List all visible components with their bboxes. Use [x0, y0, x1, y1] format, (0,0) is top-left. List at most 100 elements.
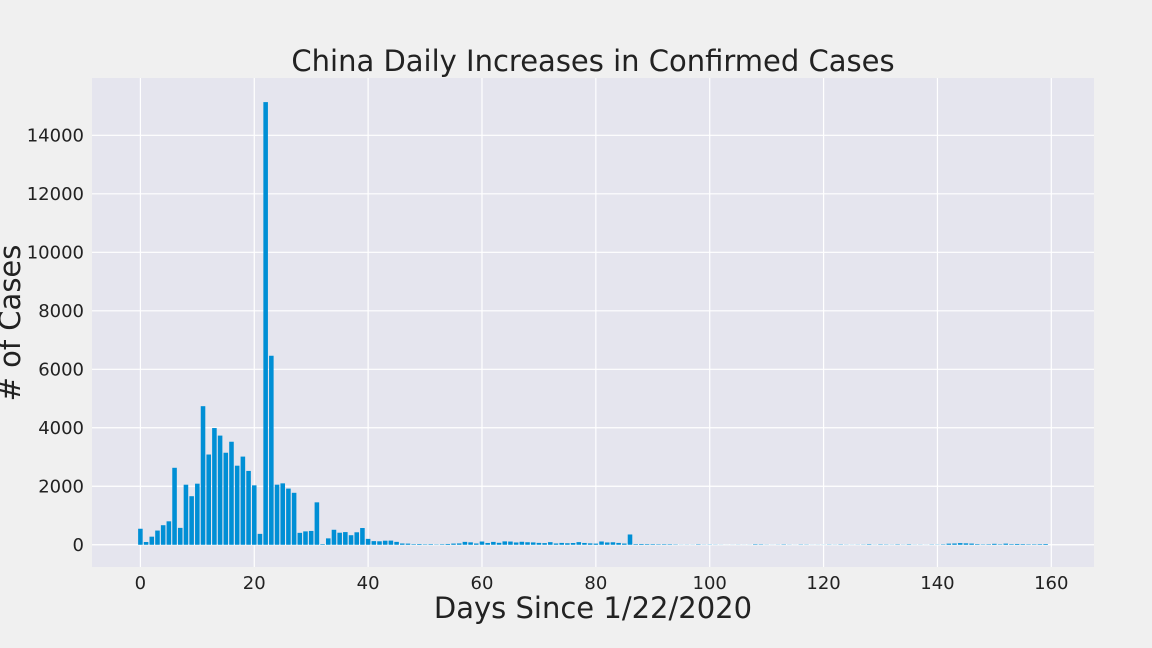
y-tick-label: 14000	[27, 125, 84, 146]
bar	[297, 532, 303, 545]
x-tick-label: 100	[693, 573, 727, 594]
y-tick-label: 4000	[38, 418, 84, 439]
bar	[428, 544, 434, 545]
x-tick-label: 120	[806, 573, 840, 594]
bar	[308, 530, 314, 545]
bar	[143, 541, 149, 545]
bar	[411, 544, 416, 545]
bar	[200, 406, 206, 545]
bar	[337, 532, 342, 545]
bars	[138, 102, 1048, 545]
bar	[462, 541, 468, 545]
y-tick-label: 6000	[38, 359, 84, 380]
bar	[616, 542, 621, 545]
bar	[548, 542, 553, 545]
bar	[405, 543, 411, 545]
bar	[570, 543, 576, 545]
y-tick-label: 10000	[27, 242, 84, 263]
bar	[212, 428, 217, 545]
bar	[1014, 543, 1020, 545]
bar	[331, 529, 337, 545]
bar	[160, 525, 166, 545]
bar	[320, 544, 325, 545]
bar	[650, 544, 656, 545]
bar	[576, 542, 582, 545]
bar	[530, 542, 536, 545]
x-tick-label: 80	[584, 573, 607, 594]
bar	[1020, 544, 1026, 545]
bar	[246, 470, 251, 545]
bar	[155, 530, 160, 545]
x-tick-label: 0	[135, 573, 146, 594]
bar	[172, 467, 177, 545]
plot-background	[92, 78, 1094, 567]
bar	[661, 544, 667, 545]
y-tick-label: 12000	[27, 184, 84, 205]
bar	[468, 542, 473, 545]
bar	[525, 542, 530, 545]
x-tick-label: 40	[357, 573, 380, 594]
bar	[343, 532, 348, 545]
bar	[166, 521, 172, 545]
x-tick-label: 20	[243, 573, 266, 594]
bar	[975, 544, 980, 545]
bar	[269, 355, 274, 545]
bar	[394, 541, 399, 545]
bar	[536, 542, 542, 545]
bar	[217, 435, 223, 545]
bar	[183, 484, 189, 545]
bar	[485, 542, 490, 545]
bar	[456, 543, 462, 545]
bar	[223, 452, 229, 545]
bar	[263, 102, 268, 545]
chart-title: China Daily Increases in Confirmed Cases	[291, 44, 894, 78]
bar	[992, 543, 997, 545]
bar	[553, 543, 559, 545]
bar	[439, 544, 445, 545]
bar	[445, 543, 451, 545]
bar	[365, 538, 371, 545]
x-tick-label: 60	[471, 573, 494, 594]
bar	[622, 543, 627, 545]
bar	[474, 543, 479, 545]
bar	[604, 542, 610, 545]
y-tick-label: 8000	[38, 301, 84, 322]
bar	[388, 540, 394, 545]
bar	[280, 483, 285, 545]
bar	[1037, 544, 1043, 545]
bar	[314, 502, 320, 545]
bar	[257, 533, 263, 545]
bar	[479, 541, 485, 545]
bar	[377, 541, 382, 545]
bar	[240, 456, 246, 545]
bar	[229, 441, 234, 545]
y-tick-label: 2000	[38, 476, 84, 497]
x-tick-labels: 0 20 40 60 80 100 120 140 160	[135, 573, 1069, 594]
bar	[952, 543, 957, 545]
bar	[946, 543, 952, 545]
bar	[1003, 543, 1009, 545]
bar	[195, 483, 200, 545]
bar	[519, 541, 525, 545]
bar	[291, 492, 297, 545]
bar	[633, 544, 638, 545]
bar	[639, 544, 644, 545]
bar	[286, 488, 291, 545]
x-axis-label: Days Since 1/22/2020	[434, 591, 752, 625]
bar	[587, 543, 593, 545]
bar	[969, 543, 974, 545]
bar	[627, 534, 633, 545]
bar	[508, 541, 513, 545]
bar	[177, 527, 183, 545]
bar	[513, 542, 519, 545]
bar	[542, 543, 547, 545]
bar	[138, 528, 143, 545]
bar	[451, 543, 456, 545]
bar	[599, 541, 604, 545]
x-tick-label: 140	[920, 573, 954, 594]
y-tick-label: 0	[73, 535, 84, 556]
bar	[360, 528, 365, 545]
bar	[957, 543, 963, 545]
bar	[348, 535, 354, 545]
